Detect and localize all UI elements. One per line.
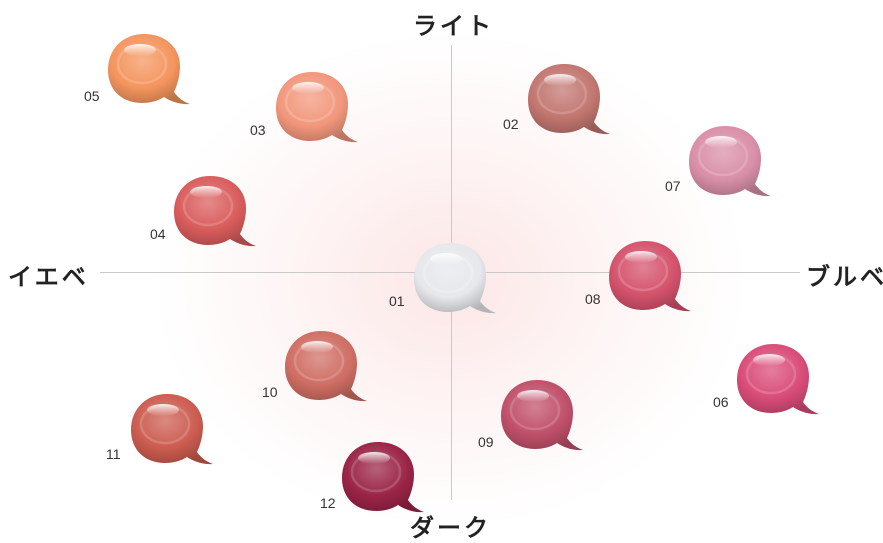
swatch-highlight-11 — [147, 404, 179, 416]
swatch-label-07: 07 — [665, 178, 681, 194]
swatch-01 — [410, 237, 496, 323]
swatch-label-01: 01 — [389, 293, 405, 309]
swatch-highlight-03 — [292, 82, 324, 94]
swatch-label-12: 12 — [320, 495, 336, 511]
swatch-highlight-10 — [301, 341, 333, 353]
swatch-09 — [497, 374, 583, 460]
swatch-10 — [281, 325, 367, 411]
swatch-04 — [170, 170, 256, 256]
axis-label-top: ライト — [413, 12, 494, 40]
swatch-05 — [104, 28, 190, 114]
swatch-label-02: 02 — [503, 116, 519, 132]
axis-label-left: イエベ — [8, 263, 89, 291]
swatch-12 — [338, 436, 424, 522]
swatch-highlight-07 — [705, 136, 737, 148]
swatch-highlight-02 — [544, 74, 576, 86]
swatch-highlight-09 — [517, 390, 549, 402]
swatch-highlight-01 — [430, 253, 462, 265]
axis-label-bottom: ダーク — [410, 514, 491, 542]
axis-label-right: ブルベ — [806, 263, 883, 291]
swatch-label-10: 10 — [262, 384, 278, 400]
swatch-02 — [524, 58, 610, 144]
swatch-highlight-06 — [753, 354, 785, 366]
swatch-highlight-12 — [358, 452, 390, 464]
swatch-label-06: 06 — [713, 394, 729, 410]
swatch-label-11: 11 — [106, 446, 121, 462]
swatch-label-04: 04 — [150, 226, 166, 242]
swatch-highlight-05 — [124, 44, 156, 56]
swatch-label-03: 03 — [250, 122, 266, 138]
swatch-08 — [605, 235, 691, 321]
swatch-label-05: 05 — [84, 88, 100, 104]
swatch-07 — [685, 120, 771, 206]
swatch-label-09: 09 — [478, 434, 494, 450]
swatch-11 — [127, 388, 213, 474]
swatch-highlight-04 — [190, 186, 222, 198]
swatch-03 — [272, 66, 358, 152]
swatch-highlight-08 — [625, 251, 657, 263]
swatch-06 — [733, 338, 819, 424]
swatch-label-08: 08 — [585, 291, 601, 307]
